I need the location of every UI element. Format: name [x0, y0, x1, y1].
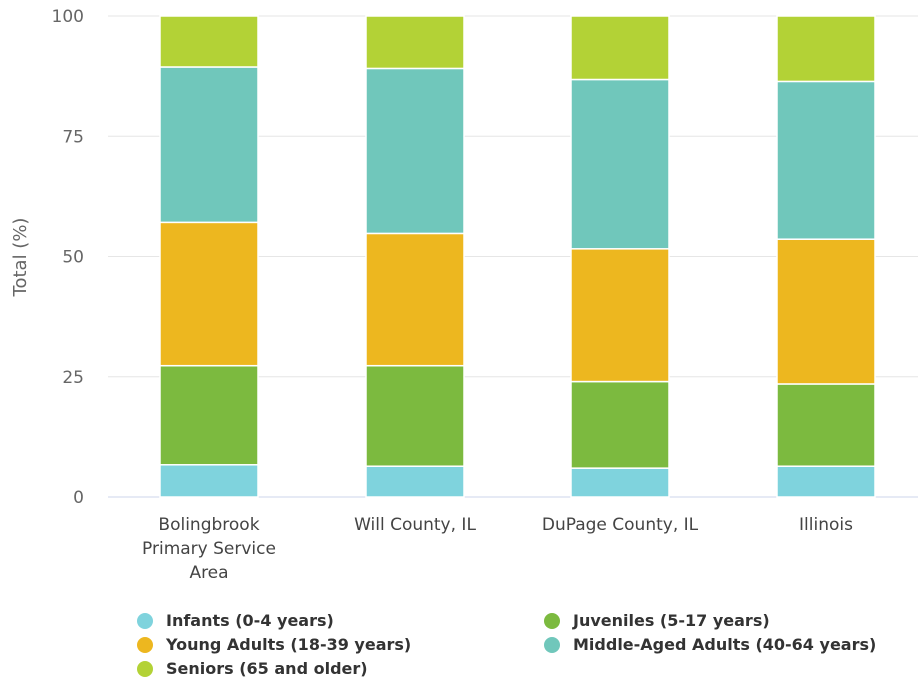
legend-item[interactable]: Infants (0-4 years): [137, 611, 334, 630]
legend-swatch: [544, 637, 560, 653]
x-tick-label: Will County, IL: [354, 515, 476, 535]
bar-segment[interactable]: [159, 464, 259, 498]
bar-segment[interactable]: [159, 66, 259, 224]
y-tick-label: 50: [62, 248, 84, 268]
legend-label: Seniors (65 and older): [166, 659, 368, 678]
bar-segment[interactable]: [365, 364, 465, 467]
x-tick-label: Bolingbrook Primary Service Area: [142, 515, 276, 583]
bar-segment[interactable]: [365, 67, 465, 235]
bar-segment[interactable]: [159, 15, 259, 68]
bar-segment[interactable]: [570, 248, 670, 383]
legend-label: Infants (0-4 years): [166, 611, 334, 630]
bar-segment[interactable]: [365, 15, 465, 70]
bar-segment[interactable]: [776, 15, 876, 83]
bar-segment[interactable]: [570, 15, 670, 81]
bar-segment[interactable]: [776, 238, 876, 385]
bar-segment[interactable]: [365, 465, 465, 498]
x-tick-label: Illinois: [799, 515, 853, 535]
y-tick-label: 25: [62, 368, 84, 388]
x-tick-label-line: Will County, IL: [354, 515, 476, 535]
y-tick-label: 75: [62, 127, 84, 147]
bar-segment[interactable]: [570, 380, 670, 469]
legend-swatch: [137, 661, 153, 677]
bars: [159, 15, 876, 498]
x-axis-ticks: Bolingbrook Primary Service Area Will Count…: [142, 515, 853, 583]
x-tick-label-line: Bolingbrook: [158, 515, 259, 535]
x-tick-label-line: Primary Service: [142, 539, 276, 559]
bar-segment[interactable]: [159, 364, 259, 466]
legend-item[interactable]: Middle-Aged Adults (40-64 years): [544, 635, 876, 654]
bar-segment[interactable]: [776, 465, 876, 498]
x-tick-label: DuPage County, IL: [542, 515, 699, 535]
legend-item[interactable]: Seniors (65 and older): [137, 659, 368, 678]
legend: Infants (0-4 years) Juveniles (5-17 years…: [137, 611, 876, 678]
bar-stack: [776, 15, 876, 498]
legend-item[interactable]: Young Adults (18-39 years): [137, 635, 411, 654]
legend-label: Middle-Aged Adults (40-64 years): [573, 635, 876, 654]
bar-stack: [365, 15, 465, 498]
y-axis-label: Total (%): [10, 218, 31, 298]
x-tick-label-line: Area: [189, 563, 228, 583]
bar-segment[interactable]: [159, 221, 259, 367]
legend-swatch: [137, 613, 153, 629]
bar-segment[interactable]: [570, 467, 670, 498]
y-tick-label: 0: [73, 488, 84, 508]
legend-swatch: [544, 613, 560, 629]
y-tick-label: 100: [52, 7, 84, 27]
legend-swatch: [137, 637, 153, 653]
legend-item[interactable]: Juveniles (5-17 years): [544, 611, 770, 630]
bar-segment[interactable]: [570, 78, 670, 250]
legend-label: Juveniles (5-17 years): [572, 611, 770, 630]
bar-segment[interactable]: [776, 383, 876, 467]
bar-segment[interactable]: [365, 232, 465, 367]
x-tick-label-line: DuPage County, IL: [542, 515, 699, 535]
legend-label: Young Adults (18-39 years): [165, 635, 411, 654]
x-tick-label-line: Illinois: [799, 515, 853, 535]
bar-segment[interactable]: [776, 80, 876, 240]
y-axis-ticks: 0 25 50 75 100: [52, 7, 84, 508]
bar-stack: [570, 15, 670, 498]
bar-stack: [159, 15, 259, 498]
